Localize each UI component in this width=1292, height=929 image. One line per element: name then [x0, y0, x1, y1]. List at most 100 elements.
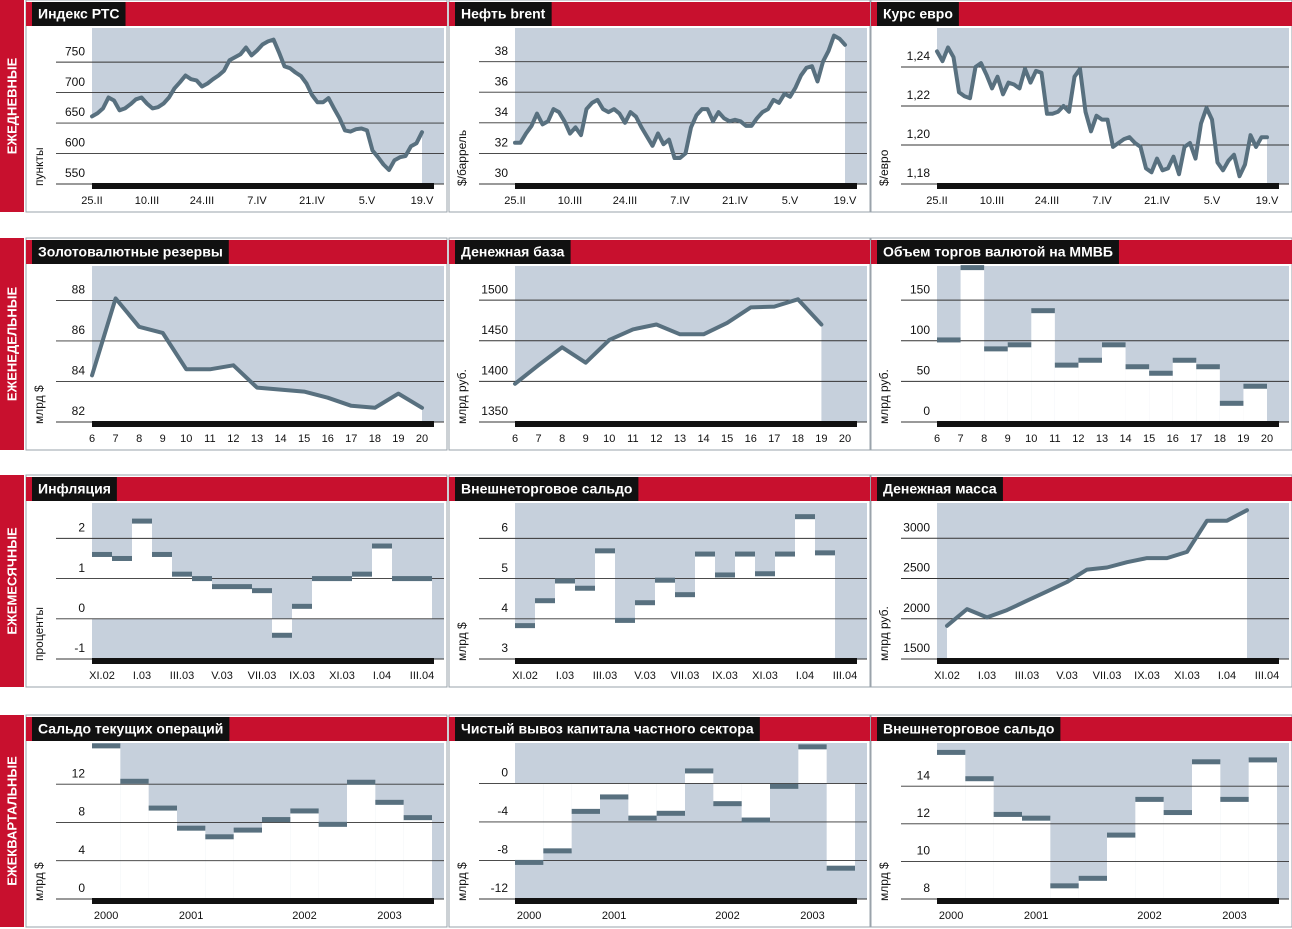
- area-fill: [947, 510, 1247, 659]
- y-axis-label: млрд руб.: [877, 606, 891, 661]
- bar-cap: [937, 749, 966, 755]
- chart-title: Денежная масса: [883, 481, 997, 497]
- x-tick-label: 19.V: [1256, 195, 1279, 207]
- x-tick-label: III.04: [410, 670, 434, 682]
- bar: [965, 778, 994, 899]
- bar: [1107, 835, 1136, 899]
- bar-cap: [412, 576, 432, 582]
- x-tick-label: 5.V: [359, 195, 376, 207]
- y-tick-label: -1: [74, 641, 85, 655]
- x-tick-label: 19: [392, 433, 404, 445]
- bar-cap: [172, 571, 192, 577]
- bar: [713, 783, 742, 804]
- x-tick-label: VII.03: [248, 670, 277, 682]
- x-axis: [937, 183, 1279, 189]
- line: [90, 37, 424, 172]
- bar: [960, 267, 985, 422]
- y-tick-label: 36: [495, 74, 509, 88]
- bar: [1102, 344, 1126, 422]
- bar: [148, 808, 177, 899]
- x-tick-label: 25.II: [504, 195, 525, 207]
- y-tick-label: 750: [65, 44, 85, 58]
- section-label: ЕЖЕКВАРТАЛЬНЫЕ: [4, 756, 19, 886]
- y-tick-label: 5: [501, 561, 508, 575]
- y-tick-label: 1: [78, 561, 85, 575]
- bar: [543, 783, 572, 851]
- x-axis: [92, 183, 434, 189]
- y-tick-label: 88: [72, 283, 86, 297]
- bar-cap: [1050, 883, 1079, 889]
- x-tick-label: 24.III: [190, 195, 214, 207]
- bar-cap: [535, 598, 555, 604]
- bar-cap: [960, 265, 985, 271]
- x-tick-label: 20: [839, 433, 851, 445]
- bar: [290, 810, 319, 899]
- bar: [262, 819, 291, 899]
- bar-cap: [262, 817, 291, 823]
- y-tick-label: 12: [72, 766, 86, 780]
- x-tick-label: 10.III: [135, 195, 159, 207]
- y-tick-label: 1500: [481, 282, 508, 296]
- x-tick-label: 21.IV: [1144, 195, 1170, 207]
- x-tick-label: 6: [89, 433, 95, 445]
- bar-cap: [1135, 796, 1164, 802]
- bar: [132, 521, 152, 619]
- bar: [515, 783, 544, 863]
- bar: [177, 828, 206, 899]
- bar-cap: [984, 346, 1008, 352]
- chart-title: Сальдо текущих операций: [38, 721, 223, 737]
- bar-cap: [212, 584, 232, 590]
- bar: [1078, 360, 1102, 422]
- bar-cap: [152, 551, 172, 557]
- bar-cap: [1054, 362, 1079, 368]
- x-tick-label: 25.II: [81, 195, 102, 207]
- x-tick-label: 10: [1025, 433, 1037, 445]
- y-tick-label: 86: [72, 323, 86, 337]
- x-tick-label: 2002: [1137, 910, 1161, 922]
- x-tick-label: 11: [204, 433, 215, 445]
- y-axis-label: млрд $: [32, 385, 46, 424]
- y-tick-label: 3: [501, 641, 508, 655]
- bar-cap: [112, 555, 132, 561]
- bar: [352, 574, 372, 619]
- bar-cap: [332, 576, 352, 582]
- y-tick-label: 0: [78, 881, 85, 895]
- area-fill: [92, 298, 422, 422]
- title-box: [877, 717, 1061, 741]
- y-tick-label: 1,22: [907, 88, 931, 102]
- y-axis-label: $/евро: [877, 149, 891, 186]
- bar-cap: [815, 550, 835, 556]
- y-tick-label: 0: [501, 766, 508, 780]
- title-box: [32, 240, 229, 264]
- x-tick-label: 21.IV: [299, 195, 325, 207]
- x-tick-label: 24.III: [1035, 195, 1059, 207]
- x-tick-label: I.03: [978, 670, 996, 682]
- bar: [292, 606, 312, 619]
- x-tick-label: XI.02: [89, 670, 115, 682]
- section-band: [0, 475, 24, 687]
- bar: [984, 348, 1008, 422]
- bar: [575, 588, 595, 659]
- y-tick-label: 2500: [903, 561, 930, 575]
- x-axis: [937, 898, 1279, 904]
- x-tick-label: 10: [180, 433, 192, 445]
- bar: [172, 574, 192, 619]
- bar: [1054, 365, 1079, 422]
- y-tick-label: 1400: [481, 364, 508, 378]
- bar: [741, 783, 770, 821]
- x-tick-label: 16: [1167, 433, 1179, 445]
- x-tick-label: 2003: [800, 910, 824, 922]
- x-tick-label: 5.V: [1204, 195, 1221, 207]
- bar: [1172, 360, 1197, 422]
- x-tick-label: 7: [958, 433, 964, 445]
- bar-cap: [1248, 757, 1277, 763]
- x-tick-label: 8: [559, 433, 565, 445]
- y-tick-label: 1,24: [907, 49, 931, 63]
- x-tick-label: 20: [416, 433, 428, 445]
- bar: [993, 814, 1022, 899]
- bar-cap: [555, 578, 575, 584]
- y-tick-label: 1,18: [907, 166, 931, 180]
- y-axis-label: млрд $: [877, 862, 891, 901]
- bar: [675, 594, 695, 659]
- x-tick-label: 6: [512, 433, 518, 445]
